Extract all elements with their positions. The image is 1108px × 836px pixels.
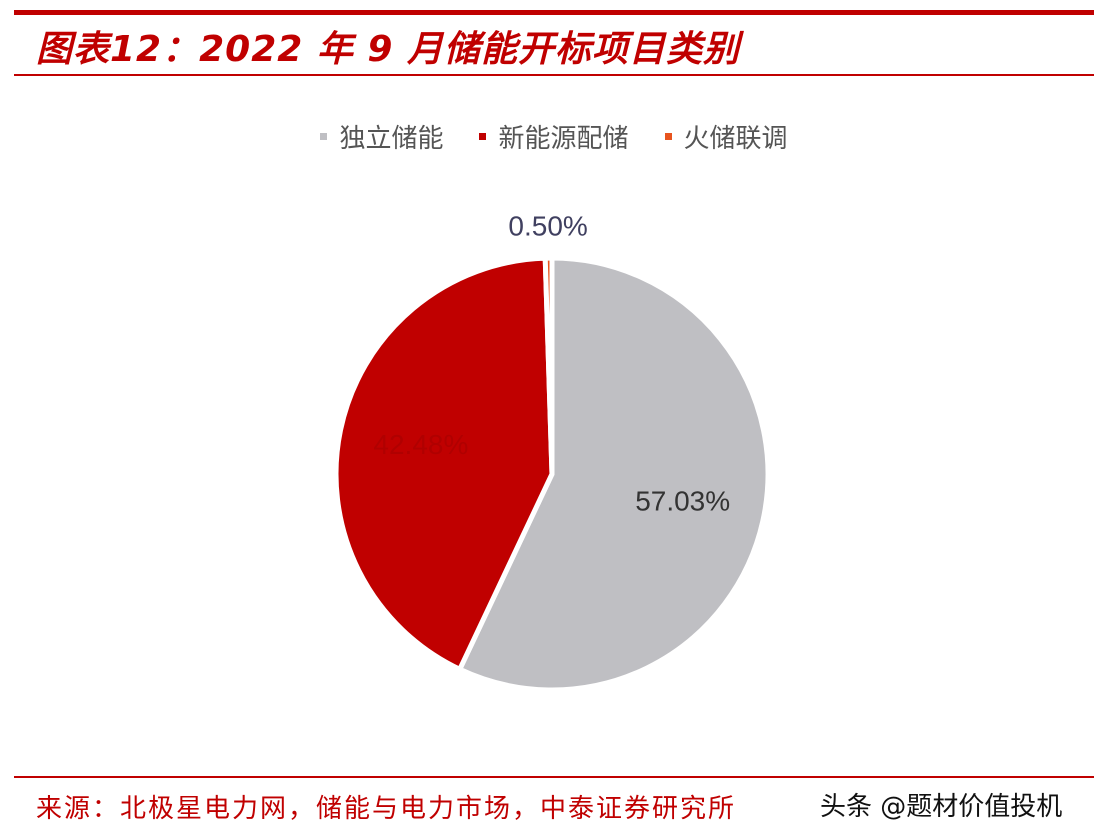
data-label-independent: 57.03% — [635, 486, 730, 517]
legend-item-thermal: 火储联调 — [664, 118, 788, 155]
legend-item-independent: 独立储能 — [320, 118, 443, 155]
data-label-renewable: 42.48% — [373, 429, 468, 460]
source-rule — [14, 776, 1094, 778]
legend-swatch-renewable — [479, 133, 487, 140]
source-note: 来源：北极星电力网，储能与电力市场，中泰证券研究所 — [36, 794, 737, 824]
data-label-thermal: 0.50% — [508, 210, 587, 241]
chart-legend: 独立储能 新能源配储 火储联调 — [0, 118, 1108, 155]
legend-label-independent: 独立储能 — [339, 124, 444, 154]
legend-label-renewable: 新能源配储 — [498, 124, 629, 154]
legend-swatch-independent — [320, 133, 328, 140]
slice-renewable — [333, 255, 555, 672]
legend-item-renewable: 新能源配储 — [479, 118, 629, 155]
top-rule — [14, 10, 1094, 15]
slice-independent — [457, 255, 771, 693]
legend-label-thermal: 火储联调 — [683, 124, 788, 154]
slice-thermal — [542, 255, 555, 477]
watermark: 头条 @题材价值投机 — [820, 792, 1063, 822]
chart-title: 图表12：2022 年 9 月储能开标项目类别 — [36, 29, 740, 70]
title-rule — [14, 74, 1094, 76]
legend-swatch-thermal — [664, 133, 672, 140]
